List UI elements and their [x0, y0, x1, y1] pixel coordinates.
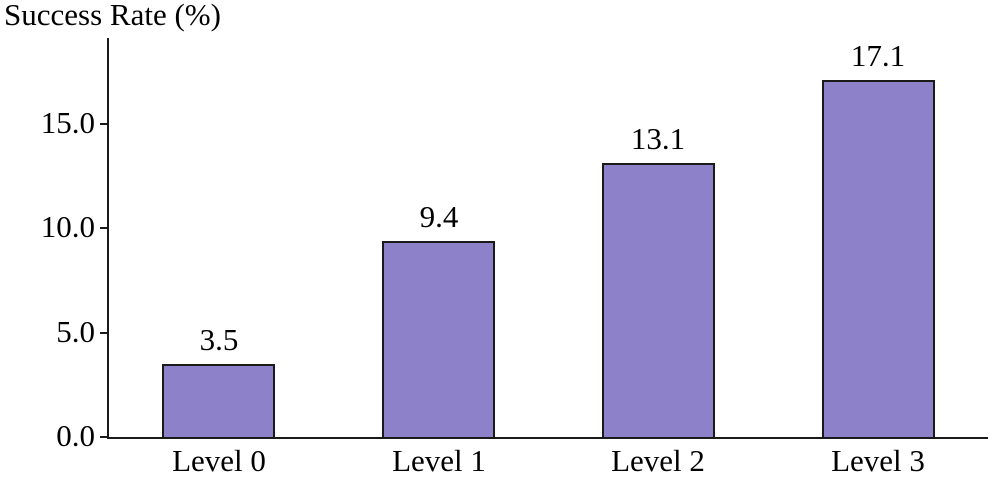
bar-value-label: 9.4: [419, 199, 459, 234]
y-axis-tick-mark: [100, 227, 107, 230]
y-axis-tick-label: 15.0: [40, 104, 95, 140]
y-axis-tick-mark: [100, 331, 107, 334]
x-axis-category-label: Level 3: [831, 443, 925, 478]
bar-level-0: [162, 364, 275, 437]
x-axis-category-label: Level 0: [172, 443, 266, 478]
bar-value-label: 3.5: [199, 322, 239, 357]
y-axis-tick-mark: [100, 436, 107, 438]
y-axis-tick-mark: [100, 122, 107, 125]
x-axis-category-label: Level 2: [611, 443, 705, 478]
bar-level-2: [602, 163, 715, 437]
chart-title: Success Rate (%): [4, 0, 221, 32]
x-axis-category-label: Level 1: [392, 443, 486, 478]
plot-area: 0.0 5.0 10.0 15.0 3.5 Level 0 9.4 Level 1 13.1 Le…: [41, 38, 988, 478]
bar-value-label: 17.1: [850, 38, 906, 73]
y-axis-tick-label: 10.0: [40, 209, 95, 245]
bar-level-3: [822, 80, 935, 437]
bar-level-1: [382, 241, 495, 437]
y-axis-tick-label: 0.0: [56, 418, 95, 453]
y-axis-tick-label: 5.0: [56, 313, 95, 349]
bar-value-label: 13.1: [630, 121, 686, 156]
